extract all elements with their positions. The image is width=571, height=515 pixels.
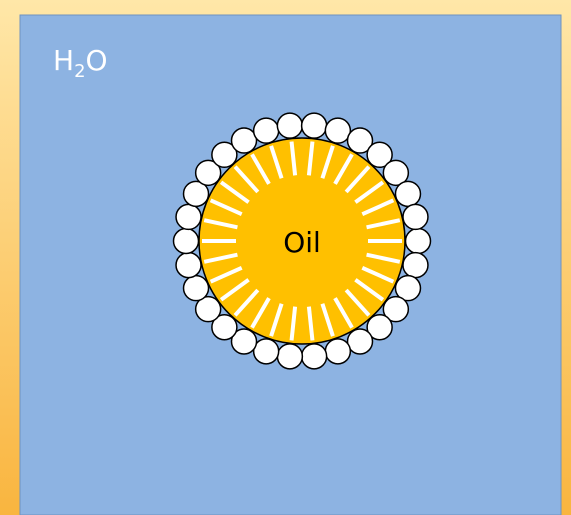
surfactant-head bbox=[395, 181, 420, 206]
surfactant-head bbox=[325, 339, 350, 364]
surfactant-head bbox=[184, 276, 209, 301]
surfactant-head bbox=[325, 118, 350, 143]
water-label-base: H bbox=[53, 44, 74, 77]
water-label-subscript: 2 bbox=[74, 61, 85, 82]
surfactant-head bbox=[174, 229, 199, 254]
surfactant-head bbox=[403, 253, 428, 278]
water-label-tail: O bbox=[86, 44, 108, 77]
surfactant-head bbox=[232, 128, 257, 153]
surfactant-head bbox=[254, 339, 279, 364]
diagram: H2O Oil bbox=[0, 0, 571, 515]
surfactant-head bbox=[403, 204, 428, 229]
surfactant-head bbox=[406, 229, 431, 254]
page: {"labels": {"water": {"base": "H", "subs… bbox=[0, 0, 571, 515]
surfactant-head bbox=[302, 344, 327, 369]
surfactant-head bbox=[348, 329, 373, 354]
oil-label: Oil bbox=[283, 226, 321, 259]
surfactant-head bbox=[254, 118, 279, 143]
surfactant-head bbox=[176, 253, 201, 278]
surfactant-head bbox=[176, 204, 201, 229]
surfactant-head bbox=[277, 113, 302, 138]
surfactant-head bbox=[302, 113, 327, 138]
surfactant-head bbox=[277, 344, 302, 369]
